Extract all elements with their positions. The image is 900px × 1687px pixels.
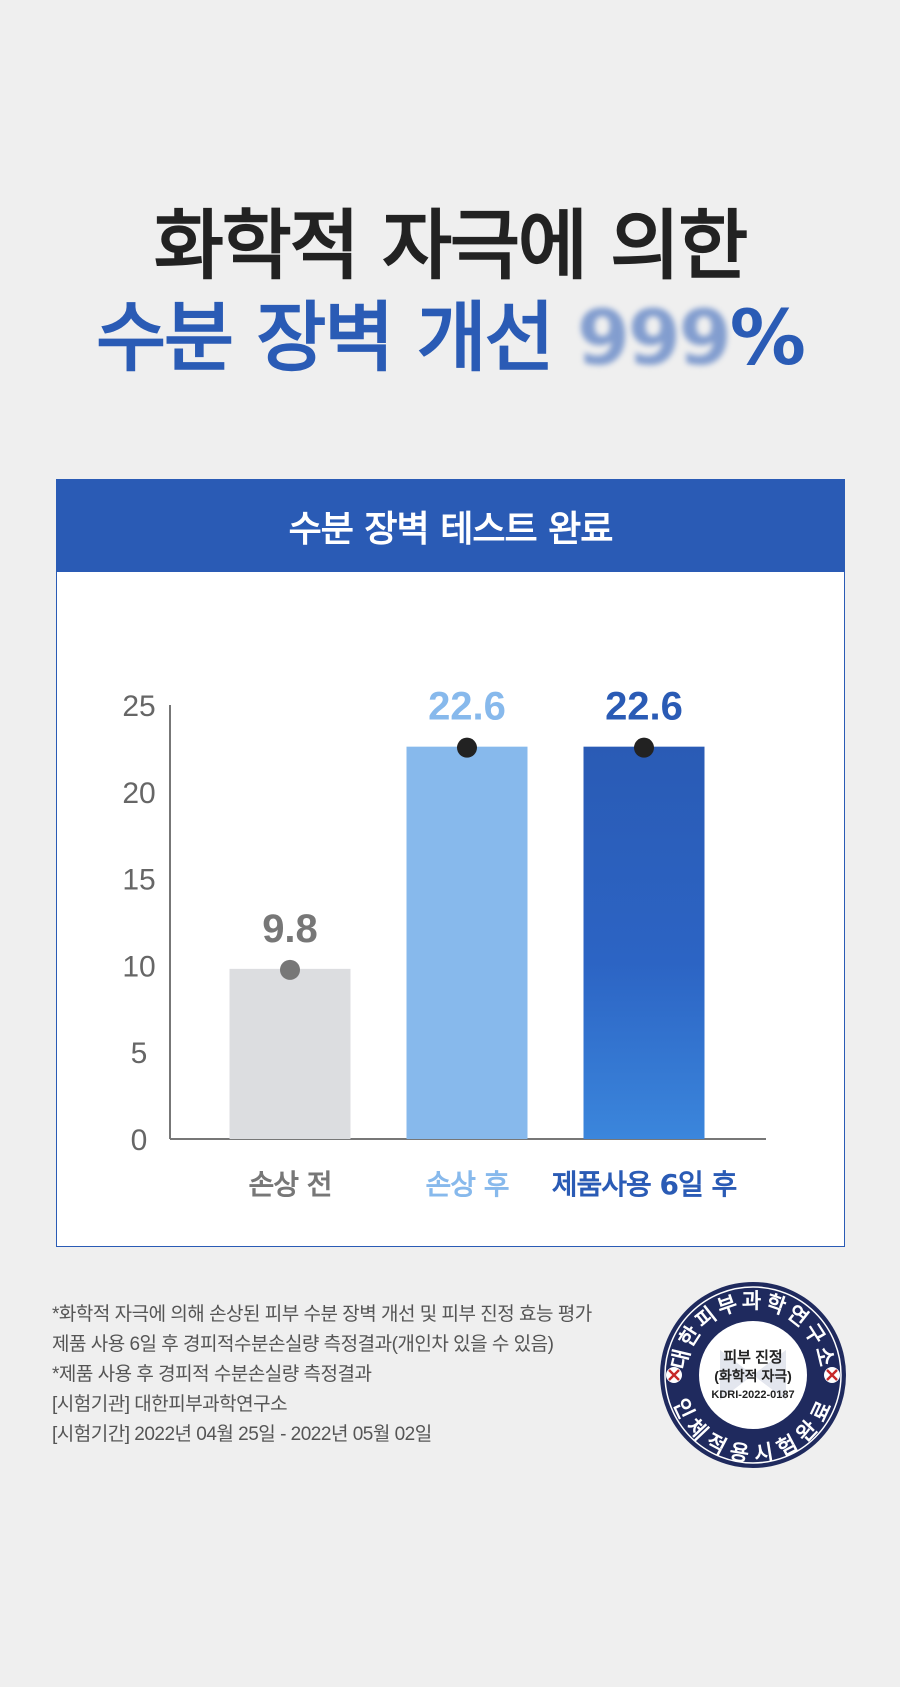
x-category-label: 손상 후 <box>425 1168 508 1201</box>
x-category-label: 제품사용 6일 후 <box>552 1168 737 1201</box>
seal-left-emblem-icon <box>666 1367 682 1383</box>
headline-blurred-figure: 999 <box>577 293 732 382</box>
data-label: 9.8 <box>262 907 318 951</box>
headline-improvement-text: 수분 장벽 개선 <box>96 293 554 382</box>
certification-seal: 대한피부과학연구소 인체적용시험완료 피부 진정 (화학적 자극) KDRI-2… <box>660 1282 846 1468</box>
footnote-line: *제품 사용 후 경피적 수분손실량 측정결과 <box>52 1364 372 1385</box>
footnotes: *화학적 자극에 의해 손상된 피부 수분 장벽 개선 및 피부 진정 효능 평… <box>52 1300 672 1450</box>
seal-watermark-icon <box>720 1350 786 1400</box>
seal-code: KDRI-2022-0187 <box>711 1389 794 1401</box>
y-tick-label: 0 <box>131 1124 148 1157</box>
bar <box>583 746 705 1139</box>
seal-center-subtitle: (화학적 자극) <box>714 1368 792 1384</box>
bar-marker-dot <box>457 737 477 758</box>
headline-percent-sign: % <box>729 293 806 382</box>
y-tick-label: 5 <box>131 1037 148 1070</box>
footnote-line: [시험기간] 2022년 04월 25일 - 2022년 05월 02일 <box>52 1424 432 1445</box>
seal-right-emblem-icon <box>824 1367 840 1383</box>
seal-center-title: 피부 진정 <box>723 1348 782 1366</box>
bar-marker-dot <box>634 737 654 758</box>
x-category-label: 손상 전 <box>248 1168 331 1201</box>
y-tick-label: 25 <box>122 690 155 723</box>
bar-chart: 0 5 10 15 20 25 9.8 손상 전 22.6 손상 후 22.6 제품사용 6일 후 <box>122 685 766 1201</box>
footnote-line: 제품 사용 6일 후 경피적수분손실량 측정결과(개인차 있을 수 있음) <box>52 1334 554 1355</box>
data-label: 22.6 <box>428 685 506 729</box>
bar <box>406 746 528 1139</box>
footnote-line: *화학적 자극에 의해 손상된 피부 수분 장벽 개선 및 피부 진정 효능 평… <box>52 1304 592 1325</box>
footnote-line: [시험기관] 대한피부과학연구소 <box>52 1394 288 1415</box>
chart-panel-title: 수분 장벽 테스트 완료 <box>56 479 845 572</box>
headline-line-1: 화학적 자극에 의한 <box>153 201 748 290</box>
y-tick-label: 15 <box>122 864 155 897</box>
y-tick-label: 10 <box>122 950 155 983</box>
bar-marker-dot <box>280 959 300 980</box>
bar <box>229 968 351 1139</box>
y-tick-label: 20 <box>122 777 155 810</box>
data-label: 22.6 <box>605 685 683 729</box>
headline-line-2: 수분 장벽 개선 999% <box>0 300 900 376</box>
chart-panel: 수분 장벽 테스트 완료 0 5 10 15 20 25 9.8 손상 전 22.6 손상 후 22… <box>56 479 845 1247</box>
